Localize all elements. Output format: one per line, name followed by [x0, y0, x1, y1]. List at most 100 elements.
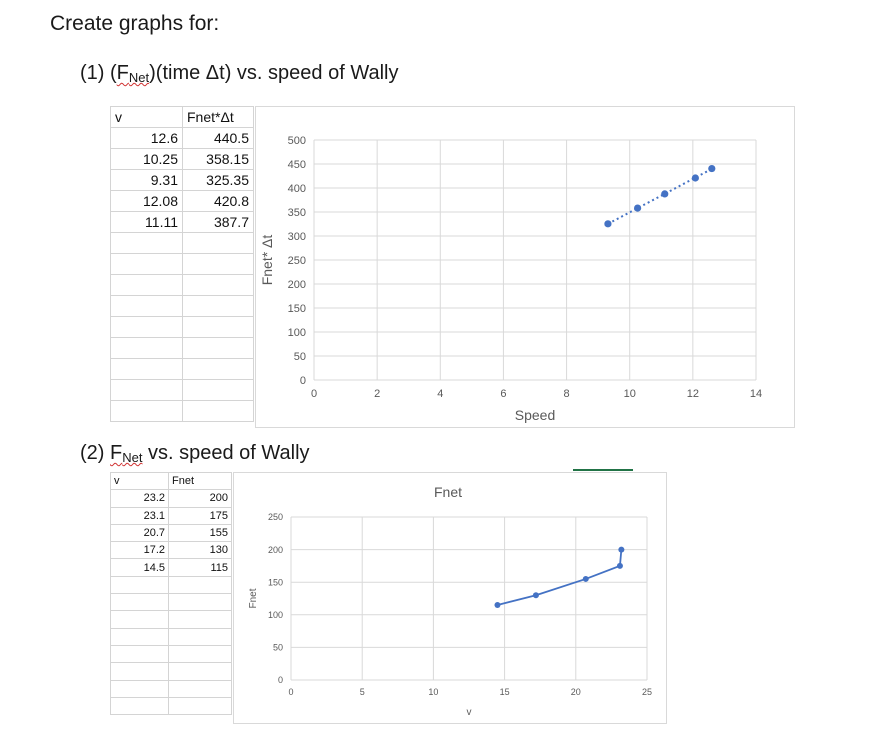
table-1-cell-v[interactable]: 10.25	[110, 148, 183, 170]
table-row-empty	[110, 644, 232, 664]
table-2-cell-empty[interactable]	[110, 627, 169, 646]
table-2-cell-f[interactable]: 175	[168, 506, 232, 525]
table-1-cell-empty[interactable]	[110, 379, 183, 401]
table-row-empty	[110, 610, 232, 629]
table-1-cell-f[interactable]: 420.8	[182, 190, 254, 212]
data-point[interactable]	[661, 190, 669, 198]
table-row: 14.5 115	[110, 558, 232, 577]
table-1-cell-empty[interactable]	[110, 337, 183, 359]
table-2-cell-empty[interactable]	[168, 679, 232, 698]
table-1-cell-empty[interactable]	[182, 253, 254, 275]
table-1-cell-empty[interactable]	[182, 400, 254, 422]
table-2-cell-f[interactable]: 155	[168, 523, 232, 543]
y-tick-label: 100	[268, 610, 283, 620]
table-2-header-row: v Fnet	[110, 471, 232, 491]
data-point[interactable]	[582, 575, 589, 582]
table-row-empty	[110, 274, 254, 296]
table-row: 17.2 130	[110, 541, 232, 560]
y-tick-label: 450	[288, 159, 306, 171]
table-2-cell-empty[interactable]	[110, 644, 169, 664]
table-2-header-v[interactable]: v	[110, 471, 169, 491]
table-2-cell-v[interactable]: 23.2	[110, 489, 169, 508]
table-2-cell-empty[interactable]	[110, 575, 169, 595]
y-tick-label: 0	[278, 675, 283, 685]
chart-2-frame[interactable]: Fnet 0 50 100 150 200 250 0 5 10 15 20 25 v Fnet	[233, 472, 667, 724]
x-tick-label: 10	[624, 388, 636, 400]
table-1-cell-f[interactable]: 440.5	[182, 127, 254, 149]
table-1-cell-f[interactable]: 387.7	[182, 211, 254, 233]
table-1-cell-empty[interactable]	[110, 274, 183, 296]
table-2-cell-f[interactable]: 200	[168, 489, 232, 508]
y-tick-label: 400	[288, 183, 306, 195]
y-tick-label: 150	[288, 303, 306, 315]
table-row-empty	[110, 253, 254, 275]
table-1-cell-empty[interactable]	[110, 295, 183, 317]
x-tick-label: 12	[687, 388, 699, 400]
y-tick-label: 200	[288, 279, 306, 291]
table-row-empty	[110, 593, 232, 612]
y-tick-label: 250	[288, 255, 306, 267]
table-1-cell-empty[interactable]	[182, 232, 254, 254]
table-1-cell-v[interactable]: 12.08	[110, 190, 183, 212]
table-2-cell-empty[interactable]	[110, 662, 169, 681]
table-1-cell-empty[interactable]	[110, 253, 183, 275]
table-2-cell-v[interactable]: 14.5	[110, 558, 169, 577]
data-point[interactable]	[618, 546, 625, 553]
data-point[interactable]	[708, 164, 716, 173]
x-tick-label: 0	[288, 687, 293, 697]
table-1-cell-empty[interactable]	[110, 232, 183, 254]
table-2-cell-empty[interactable]	[110, 593, 169, 612]
table-1-cell-v[interactable]: 11.11	[110, 211, 183, 233]
table-1-cell-empty[interactable]	[182, 379, 254, 401]
table-2-cell-empty[interactable]	[110, 679, 169, 698]
table-2-cell-v[interactable]: 23.1	[110, 506, 169, 525]
table-2-cell-empty[interactable]	[110, 610, 169, 629]
table-2-cell-empty[interactable]	[168, 575, 232, 595]
table-2-cell-v[interactable]: 20.7	[110, 523, 169, 543]
table-1-cell-empty[interactable]	[182, 337, 254, 359]
table-1-cell-f[interactable]: 325.35	[182, 169, 254, 191]
data-point[interactable]	[691, 174, 699, 182]
table-1-header-v[interactable]: v	[110, 106, 183, 128]
data-point[interactable]	[634, 204, 642, 212]
table-1-cell-empty[interactable]	[182, 316, 254, 338]
table-row-empty	[110, 232, 254, 254]
table-2-cell-empty[interactable]	[110, 696, 169, 716]
table-2-cell-v[interactable]: 17.2	[110, 541, 169, 560]
table-1-cell-empty[interactable]	[110, 316, 183, 338]
data-point[interactable]	[494, 602, 501, 609]
section-2-rest: vs. speed of Wally	[142, 442, 310, 464]
table-row-empty	[110, 679, 232, 698]
table-1-cell-empty[interactable]	[182, 274, 254, 296]
table-1-cell-v[interactable]: 9.31	[110, 169, 183, 191]
table-row: 11.11 387.7	[110, 211, 254, 233]
data-point[interactable]	[604, 220, 612, 228]
table-2-cell-empty[interactable]	[168, 662, 232, 681]
table-1-cell-empty[interactable]	[182, 295, 254, 317]
table-1-cell-v[interactable]: 12.6	[110, 127, 183, 149]
table-2-cell-empty[interactable]	[168, 610, 232, 629]
chart-1-ylabel: Fnet* Δt	[259, 235, 275, 286]
table-2: v Fnet 23.2 200 23.1 175 20.7 155 17.2 130 14.5 1…	[110, 471, 232, 716]
table-row-empty	[110, 295, 254, 317]
table-2-cell-empty[interactable]	[168, 593, 232, 612]
table-1-cell-empty[interactable]	[110, 358, 183, 380]
table-1-cell-f[interactable]: 358.15	[182, 148, 254, 170]
data-point[interactable]	[616, 562, 623, 569]
table-row-empty	[110, 316, 254, 338]
table-2-cell-f[interactable]: 115	[168, 558, 232, 577]
table-row-empty	[110, 662, 232, 681]
table-1-cell-empty[interactable]	[182, 358, 254, 380]
data-point[interactable]	[532, 592, 539, 599]
chart-1-frame[interactable]: 0 50 100 150 200 250 300 350 400 450 500 0 2 4 6 8 10 12 1…	[255, 106, 795, 428]
table-1-cell-empty[interactable]	[110, 400, 183, 422]
x-tick-label: 6	[500, 388, 506, 400]
table-2-cell-empty[interactable]	[168, 627, 232, 646]
table-2-cell-empty[interactable]	[168, 644, 232, 664]
x-tick-label: 2	[374, 388, 380, 400]
table-2-cell-empty[interactable]	[168, 696, 232, 716]
table-1-header-row: v Fnet*Δt	[110, 106, 254, 128]
table-1-header-f[interactable]: Fnet*Δt	[182, 106, 254, 128]
table-2-cell-f[interactable]: 130	[168, 541, 232, 560]
table-2-header-f[interactable]: Fnet	[168, 471, 232, 491]
